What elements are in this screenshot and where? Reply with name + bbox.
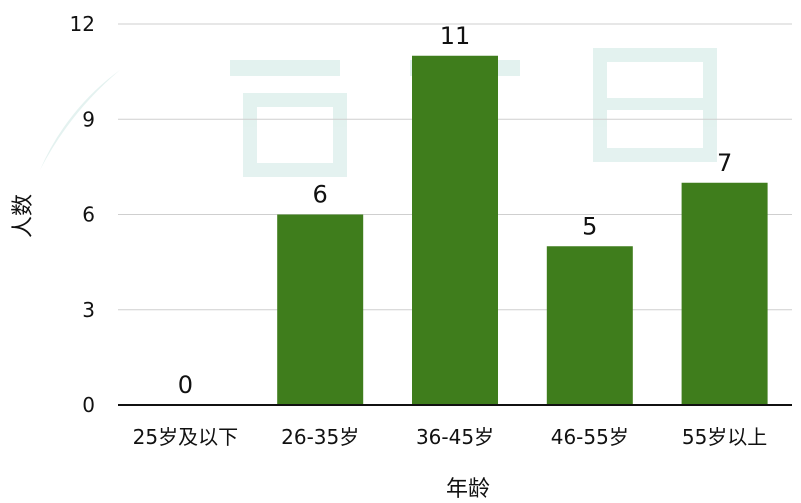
labels-layer: 0 3 6 9 12 0 25岁及以下 6 26-35岁 11 36-45岁 5 46-55岁 7 55岁以… <box>70 12 768 449</box>
bar-3 <box>546 246 633 405</box>
bar-2 <box>412 55 498 405</box>
data-label: 0 <box>178 371 193 399</box>
x-tick-label: 46-55岁 <box>551 425 629 449</box>
y-tick-label: 12 <box>70 12 95 36</box>
x-tick-label: 36-45岁 <box>416 425 494 449</box>
watermark-logo <box>40 48 717 180</box>
y-tick-label: 0 <box>82 393 95 417</box>
x-axis-title: 年龄 <box>446 477 490 502</box>
bar-4 <box>681 182 768 405</box>
x-tick-label: 55岁以上 <box>682 425 767 449</box>
y-tick-label: 6 <box>82 203 95 227</box>
bars-layer <box>277 55 768 405</box>
x-tick-label: 26-35岁 <box>281 425 359 449</box>
data-label: 6 <box>313 181 328 209</box>
data-label: 11 <box>440 22 471 50</box>
y-axis-title: 人数 <box>11 194 36 238</box>
data-label: 5 <box>582 212 597 240</box>
bar-1 <box>277 214 364 405</box>
x-tick-label: 25岁及以下 <box>133 425 238 449</box>
y-tick-label: 3 <box>82 298 95 322</box>
y-tick-label: 9 <box>82 107 95 131</box>
data-label: 7 <box>717 149 732 177</box>
